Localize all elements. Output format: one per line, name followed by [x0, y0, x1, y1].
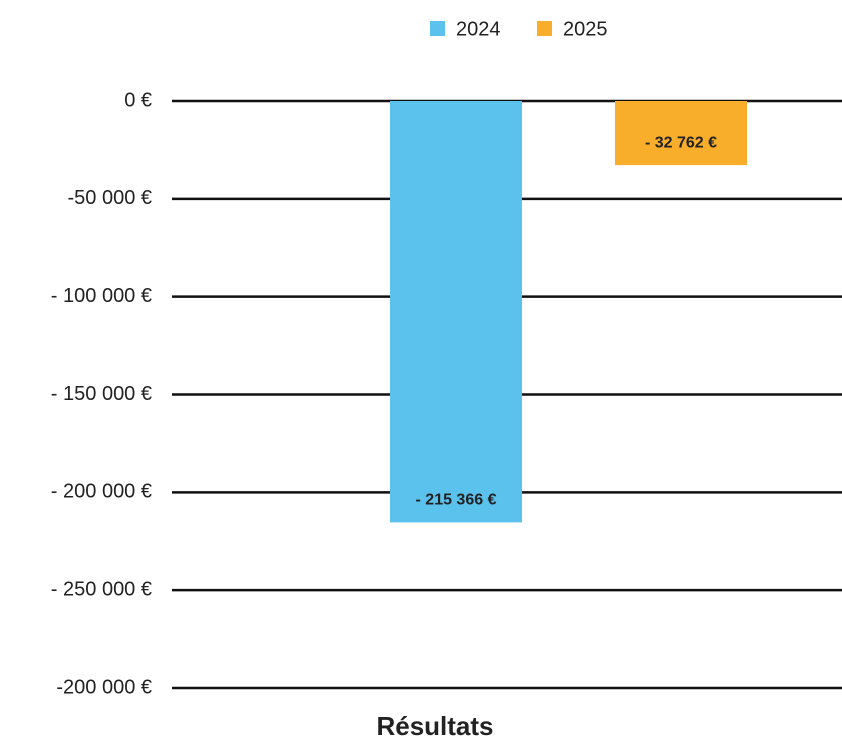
bar [390, 101, 522, 523]
y-tick-label: - 200 000 € [51, 481, 152, 503]
y-tick-label: - 150 000 € [51, 383, 152, 405]
y-tick-label: -50 000 € [67, 187, 152, 209]
x-tick-label: Résultats [376, 711, 493, 741]
legend-swatch [430, 21, 445, 36]
y-tick-label: -200 000 € [56, 676, 152, 698]
y-tick-label: - 100 000 € [51, 285, 152, 307]
y-tick-label: 0 € [124, 89, 152, 111]
y-tick-label: - 250 000 € [51, 578, 152, 600]
legend-label: 2024 [456, 18, 501, 40]
value-label: - 32 762 € [645, 134, 717, 151]
value-label: - 215 366 € [416, 492, 497, 509]
legend-label: 2025 [563, 18, 608, 40]
legend-swatch [537, 21, 552, 36]
bar [615, 101, 747, 166]
